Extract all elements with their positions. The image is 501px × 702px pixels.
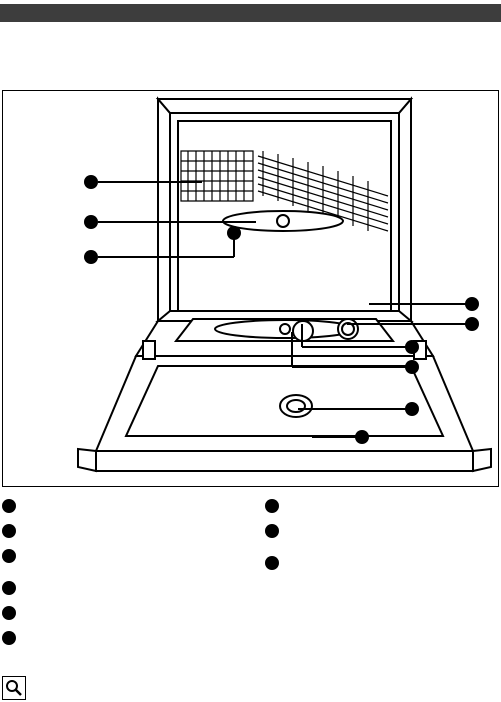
callout-dot-4 xyxy=(465,297,479,311)
legend-dot-icon xyxy=(2,606,16,620)
callout-dot-5 xyxy=(465,317,479,331)
callout-line-6 xyxy=(302,346,407,348)
callout-line-4 xyxy=(369,303,467,305)
callout-line-7 xyxy=(292,366,407,368)
magnify-icon xyxy=(2,676,26,700)
legend-item xyxy=(2,497,24,513)
callout-line-1 xyxy=(98,181,202,183)
legend-item xyxy=(2,604,24,620)
header-bar xyxy=(0,4,501,22)
legend-dot-icon xyxy=(2,549,16,563)
legend-dot-icon xyxy=(265,499,279,513)
header-tab xyxy=(0,4,38,22)
legend-dot-icon xyxy=(2,499,16,513)
legend-item xyxy=(2,522,24,538)
legend-item xyxy=(2,547,24,563)
callout-dot-8 xyxy=(405,402,419,416)
legend-item xyxy=(2,629,24,645)
legend-dot-icon xyxy=(2,581,16,595)
callout-line-2 xyxy=(98,221,256,223)
dishwasher-diagram xyxy=(3,91,500,488)
legend-dot-icon xyxy=(2,524,16,538)
diagram-container xyxy=(2,90,499,487)
callout-dot-2 xyxy=(84,215,98,229)
legend-item xyxy=(265,497,287,513)
legend-dot-icon xyxy=(265,524,279,538)
legend-dot-icon xyxy=(2,631,16,645)
callout-dot-1 xyxy=(84,175,98,189)
callout-dot-9 xyxy=(355,430,369,444)
legend-item xyxy=(265,522,287,538)
legend-col-1 xyxy=(2,497,24,654)
callout-dot-3 xyxy=(84,250,98,264)
legend-col-2 xyxy=(265,497,287,579)
callout-line-6v xyxy=(301,324,303,347)
legend-item xyxy=(265,554,287,570)
callout-line-7v xyxy=(291,332,293,367)
legend-item xyxy=(2,579,24,595)
callout-line-9 xyxy=(312,436,357,438)
callout-dot-3b xyxy=(227,226,241,240)
callout-line-5 xyxy=(347,323,467,325)
callout-line-8 xyxy=(298,408,407,410)
callout-dot-6 xyxy=(405,340,419,354)
callout-dot-7 xyxy=(405,360,419,374)
callout-line-3 xyxy=(98,256,234,258)
legend-dot-icon xyxy=(265,556,279,570)
